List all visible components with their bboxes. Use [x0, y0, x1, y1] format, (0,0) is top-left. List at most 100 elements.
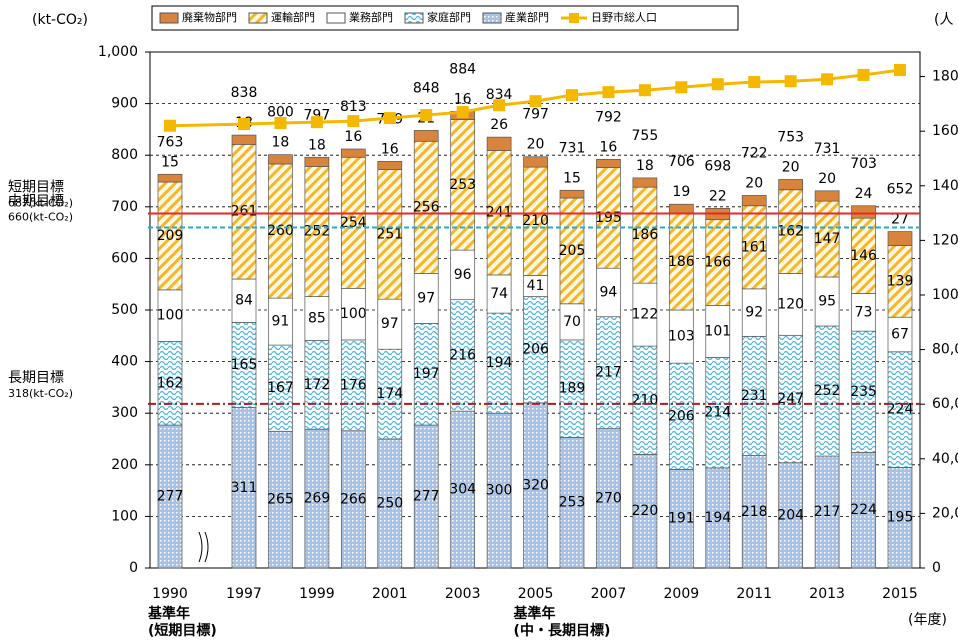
- y-tick-label: 1,000: [98, 44, 138, 60]
- bar-segment: [340, 339, 366, 432]
- y2-tick-label: 120,000: [932, 232, 958, 248]
- value-label: 269: [304, 491, 331, 507]
- bar-segment: [559, 197, 585, 305]
- y-tick-label: 500: [111, 302, 138, 318]
- bar-segment: [741, 335, 767, 456]
- x-tick-label: 2007: [591, 586, 627, 602]
- bar-segment: [887, 231, 913, 246]
- bar-segment: [304, 340, 330, 430]
- bar-segment: [377, 438, 403, 569]
- bar-segment: [559, 339, 585, 438]
- value-label: 304: [449, 482, 476, 498]
- legend-swatch: [404, 12, 424, 24]
- total-label: 884: [449, 61, 476, 77]
- annotation: 基準年: [514, 605, 556, 622]
- value-label: 100: [157, 308, 184, 324]
- bar-segment: [377, 161, 403, 170]
- x-axis-label: (年度): [908, 612, 947, 628]
- value-label: 20: [527, 137, 545, 153]
- y-tick-label: 700: [111, 199, 138, 215]
- value-label: 189: [559, 381, 586, 397]
- value-label: 103: [668, 329, 695, 345]
- x-tick-label: 1990: [152, 586, 188, 602]
- value-label: 174: [376, 386, 403, 402]
- value-label: 197: [413, 366, 440, 382]
- target-label: 318(kt-CO₂): [8, 387, 73, 400]
- total-label: 813: [340, 99, 367, 115]
- legend-swatch: [569, 13, 579, 23]
- value-label: 97: [417, 290, 435, 306]
- line-marker: [493, 99, 506, 112]
- line-marker: [310, 116, 323, 129]
- line-marker: [894, 64, 906, 77]
- value-label: 320: [522, 477, 549, 493]
- bar-segment: [340, 287, 366, 341]
- y2-tick-label: 40,000: [932, 451, 958, 467]
- bar-segment: [340, 156, 366, 289]
- value-label: 101: [704, 323, 731, 339]
- bar-segment: [413, 130, 439, 142]
- bar-segment: [523, 296, 548, 404]
- bar-segment: [486, 136, 512, 151]
- y-tick-label: 800: [111, 147, 138, 163]
- bar-segment: [523, 166, 548, 276]
- total-label: 797: [522, 107, 549, 123]
- value-label: 220: [632, 503, 659, 519]
- line-segment: [169, 68, 901, 128]
- target-label: 660(kt-CO₂): [8, 210, 73, 223]
- value-label: 18: [272, 135, 290, 151]
- value-label: 206: [522, 342, 549, 358]
- value-label: 97: [381, 316, 399, 332]
- bar-segment: [741, 195, 767, 207]
- value-label: 176: [340, 377, 367, 393]
- annotation: 基準年: [148, 605, 190, 622]
- value-label: 15: [563, 170, 581, 186]
- x-tick-label: 1999: [299, 586, 335, 602]
- line-marker: [420, 109, 433, 122]
- value-label: 26: [490, 117, 508, 133]
- line-marker: [164, 119, 176, 132]
- bar-segment: [268, 297, 293, 346]
- value-label: 95: [818, 293, 836, 309]
- y2-axis-label: (人: [934, 12, 953, 28]
- total-label: 848: [413, 80, 440, 96]
- total-label: 763: [157, 134, 184, 150]
- bar-segment: [741, 288, 767, 337]
- value-label: 172: [304, 377, 331, 393]
- value-label: 277: [413, 489, 440, 505]
- legend-label: 家庭部門: [427, 10, 471, 24]
- value-label: 27: [891, 212, 909, 228]
- value-label: 161: [741, 239, 768, 255]
- bar-segment: [413, 273, 439, 324]
- bar-segment: [668, 469, 694, 569]
- value-label: 22: [709, 188, 727, 204]
- bar-segment: [304, 166, 330, 297]
- value-label: 16: [344, 129, 362, 145]
- legend-swatch: [248, 12, 268, 24]
- bar-segment: [304, 296, 330, 341]
- value-label: 251: [376, 226, 403, 242]
- y2-tick-label: 180,000: [932, 69, 958, 85]
- bar-segment: [340, 148, 366, 158]
- x-tick-label: 2013: [809, 586, 845, 602]
- total-label: 731: [559, 140, 586, 156]
- value-label: 260: [267, 223, 294, 239]
- bar-segment: [851, 217, 876, 294]
- value-label: 94: [600, 284, 618, 300]
- value-label: 146: [850, 248, 877, 264]
- bar-segment: [705, 305, 731, 358]
- value-label: 20: [782, 159, 800, 175]
- y-tick-label: 200: [111, 457, 138, 473]
- bar-segment: [340, 430, 366, 569]
- bar-segment: [157, 289, 183, 342]
- x-tick-label: 2015: [882, 586, 918, 602]
- value-label: 266: [340, 491, 367, 507]
- bar-segment: [268, 154, 293, 165]
- axis-break: [198, 531, 209, 563]
- bar-segment: [596, 428, 621, 569]
- target-name: 短期目標: [8, 180, 64, 196]
- y2-tick-label: 0: [932, 560, 941, 576]
- x-tick-label: 2005: [518, 586, 554, 602]
- total-label: 792: [595, 109, 622, 125]
- total-label: 698: [704, 158, 731, 174]
